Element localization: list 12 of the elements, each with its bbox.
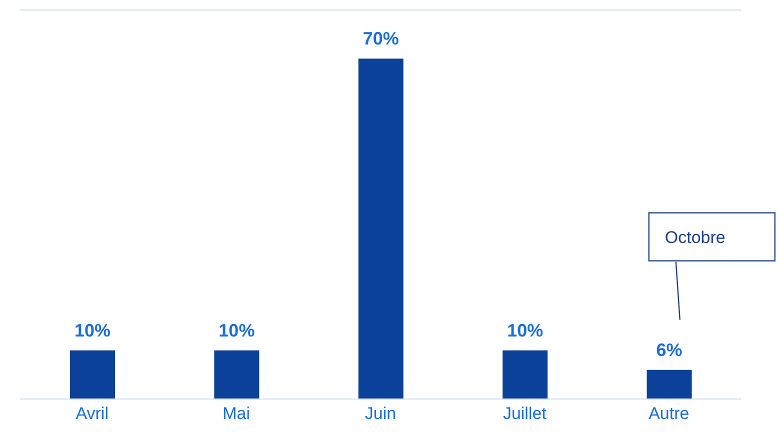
x-tick-label: Juin [364, 404, 396, 424]
data-label: 10% [74, 320, 111, 340]
x-tick-label: Juillet [502, 404, 547, 424]
data-label: 6% [656, 340, 682, 360]
x-tick-label: Mai [222, 404, 250, 424]
x-tick-label: Autre [648, 404, 690, 424]
callout-box: Octobre [648, 212, 776, 320]
annotation: Octobre [664, 228, 726, 247]
data-label: 10% [218, 320, 255, 340]
data-label: 10% [507, 320, 544, 340]
x-tick-label: Avril [76, 404, 108, 424]
data-label: 70% [362, 28, 399, 49]
